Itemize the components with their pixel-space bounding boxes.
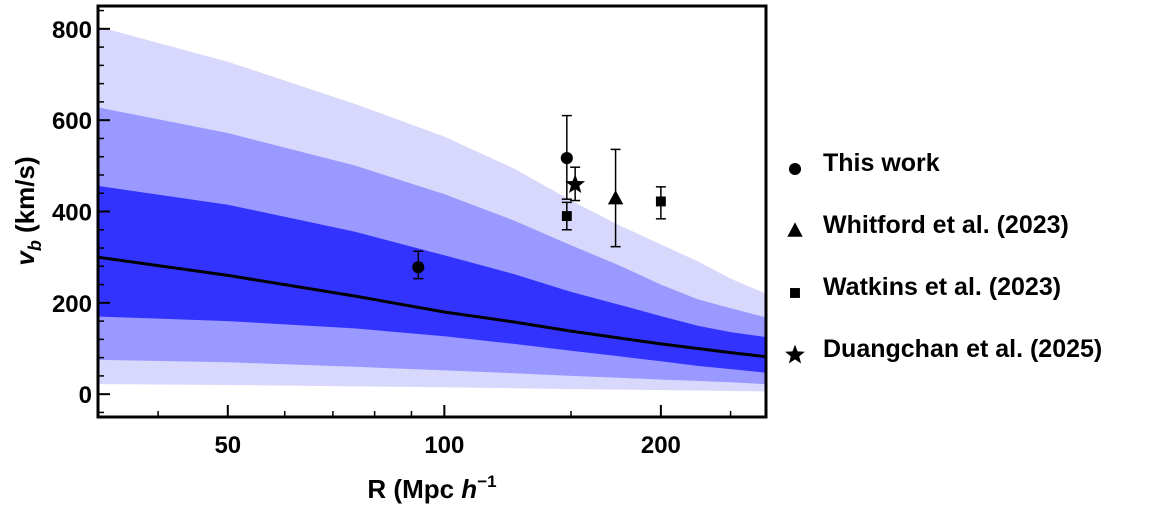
data-point-duangchan-et-al-2025 [565, 174, 586, 193]
y-tick-label: 0 [79, 382, 92, 409]
x-tick-label: 100 [424, 432, 464, 459]
theory-lines [98, 255, 766, 359]
legend-label-this-work: This work [823, 149, 940, 177]
data-point-whitford-et-al-2023 [607, 190, 624, 205]
x-axis-title: R (Mpc h−1 [367, 472, 496, 504]
y-tick-label: 600 [52, 108, 92, 135]
y-axis-title: vb (km/s) [10, 156, 45, 265]
legend-marker-whitford-et-al-2023 [787, 222, 803, 237]
x-tick-label: 50 [214, 432, 241, 459]
data-points [412, 114, 666, 280]
legend-marker-watkins-et-al-2023 [790, 288, 800, 298]
legend-marker-this-work [788, 162, 802, 176]
data-point-watkins-et-al-2023 [655, 196, 666, 207]
y-tick-label: 200 [52, 291, 92, 318]
legend-label-watkins-et-al-2023: Watkins et al. (2023) [823, 273, 1061, 301]
data-point-watkins-et-al-2023 [561, 211, 572, 222]
band-1-sigma [98, 185, 766, 373]
y-tick-label: 400 [52, 200, 92, 227]
axis-ticks [98, 9, 732, 417]
theory-line [98, 255, 766, 359]
x-tick-label: 200 [641, 432, 681, 459]
data-point-this-work [560, 152, 573, 165]
y-tick-label: 800 [52, 17, 92, 44]
legend: This work Whitford et al. (2023) Watkins e… [785, 149, 1102, 364]
legend-label-whitford-et-al-2023: Whitford et al. (2023) [823, 211, 1069, 239]
confidence-bands [98, 26, 766, 392]
legend-label-duangchan-et-al-2025: Duangchan et al. (2025) [823, 335, 1102, 363]
legend-marker-duangchan-et-al-2025 [785, 344, 805, 364]
tick-labels: 50 100 200 0 200 400 600 800 [52, 17, 681, 459]
data-point-this-work [412, 261, 425, 274]
